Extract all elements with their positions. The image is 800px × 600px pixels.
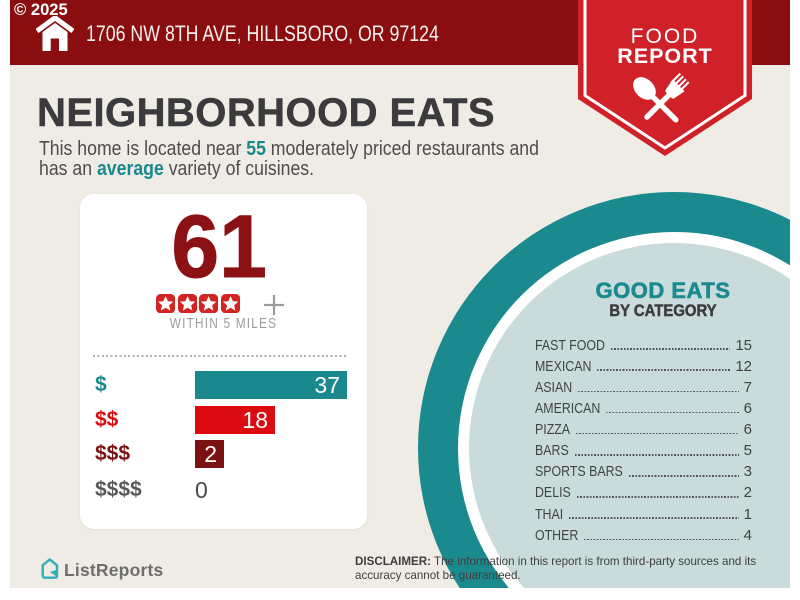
- svg-text:FOOD: FOOD: [631, 25, 700, 48]
- svg-text:REPORT: REPORT: [617, 44, 713, 68]
